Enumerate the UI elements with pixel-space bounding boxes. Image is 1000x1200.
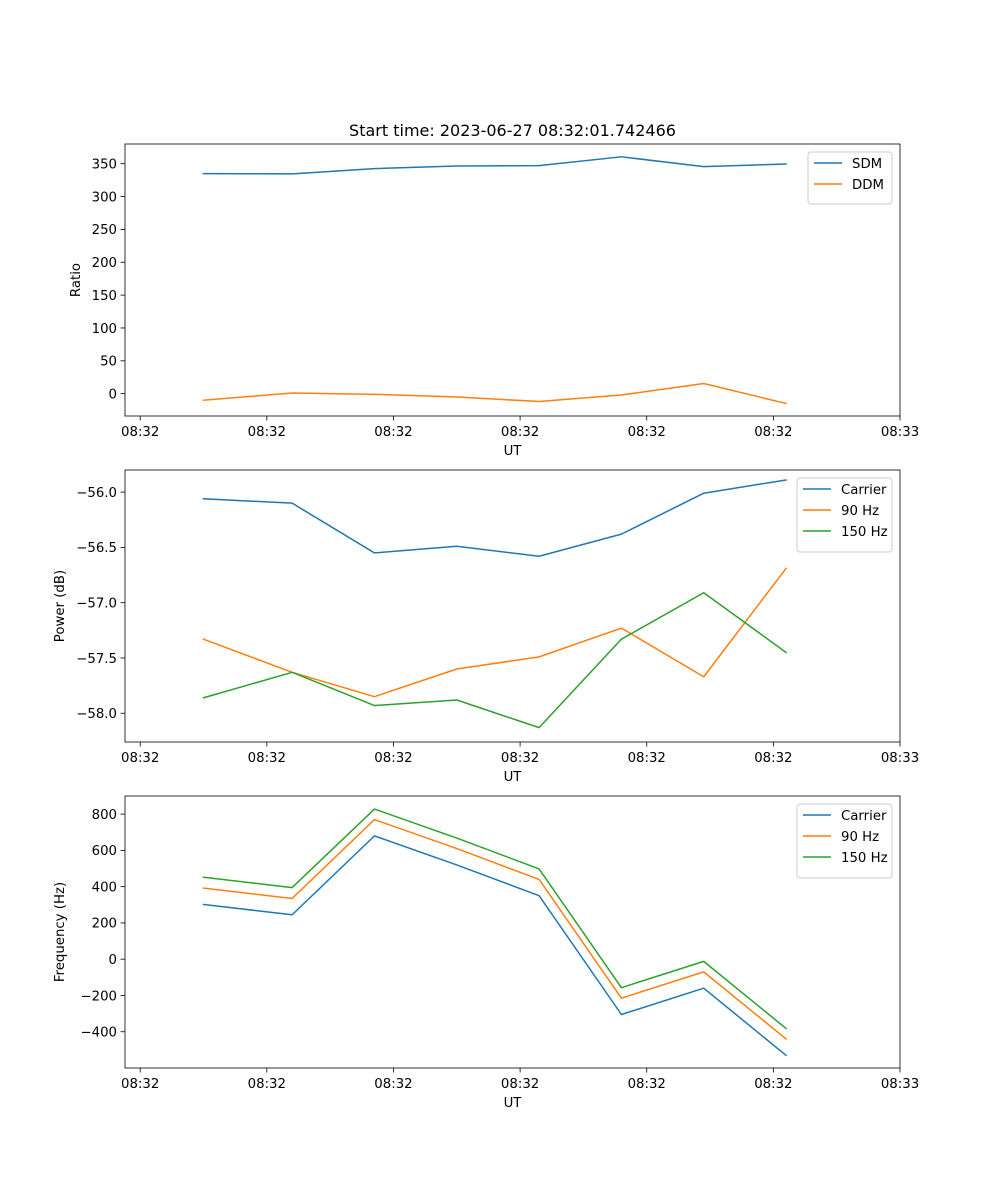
- chart-panel-2: 08:32 08:32 08:32 08:32 08:32 08:32 08:33 −58.0…: [53, 469, 919, 785]
- x-tick-label: 08:32: [628, 425, 666, 440]
- y-tick-label: 100: [92, 322, 117, 337]
- chart-panel-3: 08:32 08:32 08:32 08:32 08:32 08:32 08:33 −400 −…: [53, 795, 919, 1111]
- y-tick-label: 200: [92, 256, 117, 271]
- y-tick-label: 300: [92, 190, 117, 205]
- y-tick-label: −58.0: [76, 707, 117, 722]
- y-tick-label: 800: [92, 808, 117, 823]
- axes-frame: [124, 795, 901, 1069]
- x-tick-label: 08:32: [754, 1077, 792, 1092]
- legend-entry: Carrier: [841, 483, 887, 498]
- y-tick-label: 350: [92, 158, 117, 173]
- x-tick-label: 08:33: [881, 425, 919, 440]
- legend-entry: 150 Hz: [841, 525, 888, 540]
- x-tick-label: 08:32: [374, 1077, 412, 1092]
- x-tick-label: 08:33: [881, 751, 919, 766]
- y-axis-label: Frequency (Hz): [53, 882, 68, 982]
- series-line-carrier: [202, 835, 788, 1057]
- series-line-150-hz: [202, 808, 788, 1030]
- x-tick-label: 08:32: [754, 751, 792, 766]
- y-tick-label: 0: [109, 953, 117, 968]
- x-tick-label: 08:32: [374, 425, 412, 440]
- chart-title: Start time: 2023-06-27 08:32:01.742466: [349, 121, 676, 140]
- x-tick-label: 08:33: [881, 1077, 919, 1092]
- legend-box: [807, 151, 893, 205]
- series-line-150-hz: [202, 591, 788, 729]
- series-line-90-hz: [202, 818, 788, 1041]
- y-tick-label: −200: [80, 989, 117, 1004]
- legend-box: [796, 477, 893, 553]
- x-tick-label: 08:32: [121, 1077, 159, 1092]
- y-tick-label: −57.0: [76, 596, 117, 611]
- legend-box: [796, 803, 893, 879]
- y-axis-label: Ratio: [69, 263, 84, 297]
- x-tick-label: 08:32: [628, 751, 666, 766]
- legend: SDM DDM: [807, 151, 893, 205]
- y-tick-label: −400: [80, 1026, 117, 1041]
- x-tick-label: 08:32: [121, 751, 159, 766]
- axes-frame: [124, 469, 901, 743]
- legend-entry: DDM: [852, 178, 884, 193]
- legend: Carrier 90 Hz 150 Hz: [796, 477, 893, 553]
- y-axis-label: Power (dB): [53, 570, 68, 642]
- y-tick-label: −56.5: [76, 541, 117, 556]
- y-tick-label: −57.5: [76, 652, 117, 667]
- x-tick-label: 08:32: [248, 1077, 286, 1092]
- x-tick-label: 08:32: [501, 751, 539, 766]
- legend-entry: Carrier: [841, 809, 887, 824]
- x-axis-label: UT: [504, 770, 523, 785]
- chart-panel-1: Start time: 2023-06-27 08:32:01.742466 08…: [69, 121, 919, 459]
- series-line-ddm: [202, 382, 787, 405]
- series-line-carrier: [202, 479, 787, 557]
- x-axis-label: UT: [504, 1096, 523, 1111]
- y-tick-label: 150: [92, 289, 117, 304]
- y-tick-label: 0: [109, 387, 117, 402]
- legend: Carrier 90 Hz 150 Hz: [796, 803, 893, 879]
- x-tick-label: 08:32: [248, 751, 286, 766]
- y-tick-label: 200: [92, 917, 117, 932]
- legend-entry: 90 Hz: [841, 504, 879, 519]
- x-tick-label: 08:32: [501, 1077, 539, 1092]
- x-tick-label: 08:32: [374, 751, 412, 766]
- x-tick-label: 08:32: [628, 1077, 666, 1092]
- legend-entry: SDM: [852, 157, 882, 172]
- series-line-sdm: [202, 156, 787, 175]
- x-axis-label: UT: [504, 444, 523, 459]
- x-tick-label: 08:32: [501, 425, 539, 440]
- axes-frame: [124, 143, 901, 417]
- x-tick-label: 08:32: [248, 425, 286, 440]
- series-line-90-hz: [202, 567, 788, 698]
- y-tick-label: −56.0: [76, 486, 117, 501]
- x-tick-label: 08:32: [754, 425, 792, 440]
- y-tick-label: 250: [92, 223, 117, 238]
- legend-entry: 90 Hz: [841, 830, 879, 845]
- x-tick-label: 08:32: [121, 425, 159, 440]
- y-tick-label: 600: [92, 844, 117, 859]
- y-tick-label: 400: [92, 880, 117, 895]
- legend-entry: 150 Hz: [841, 851, 888, 866]
- y-tick-label: 50: [100, 355, 117, 370]
